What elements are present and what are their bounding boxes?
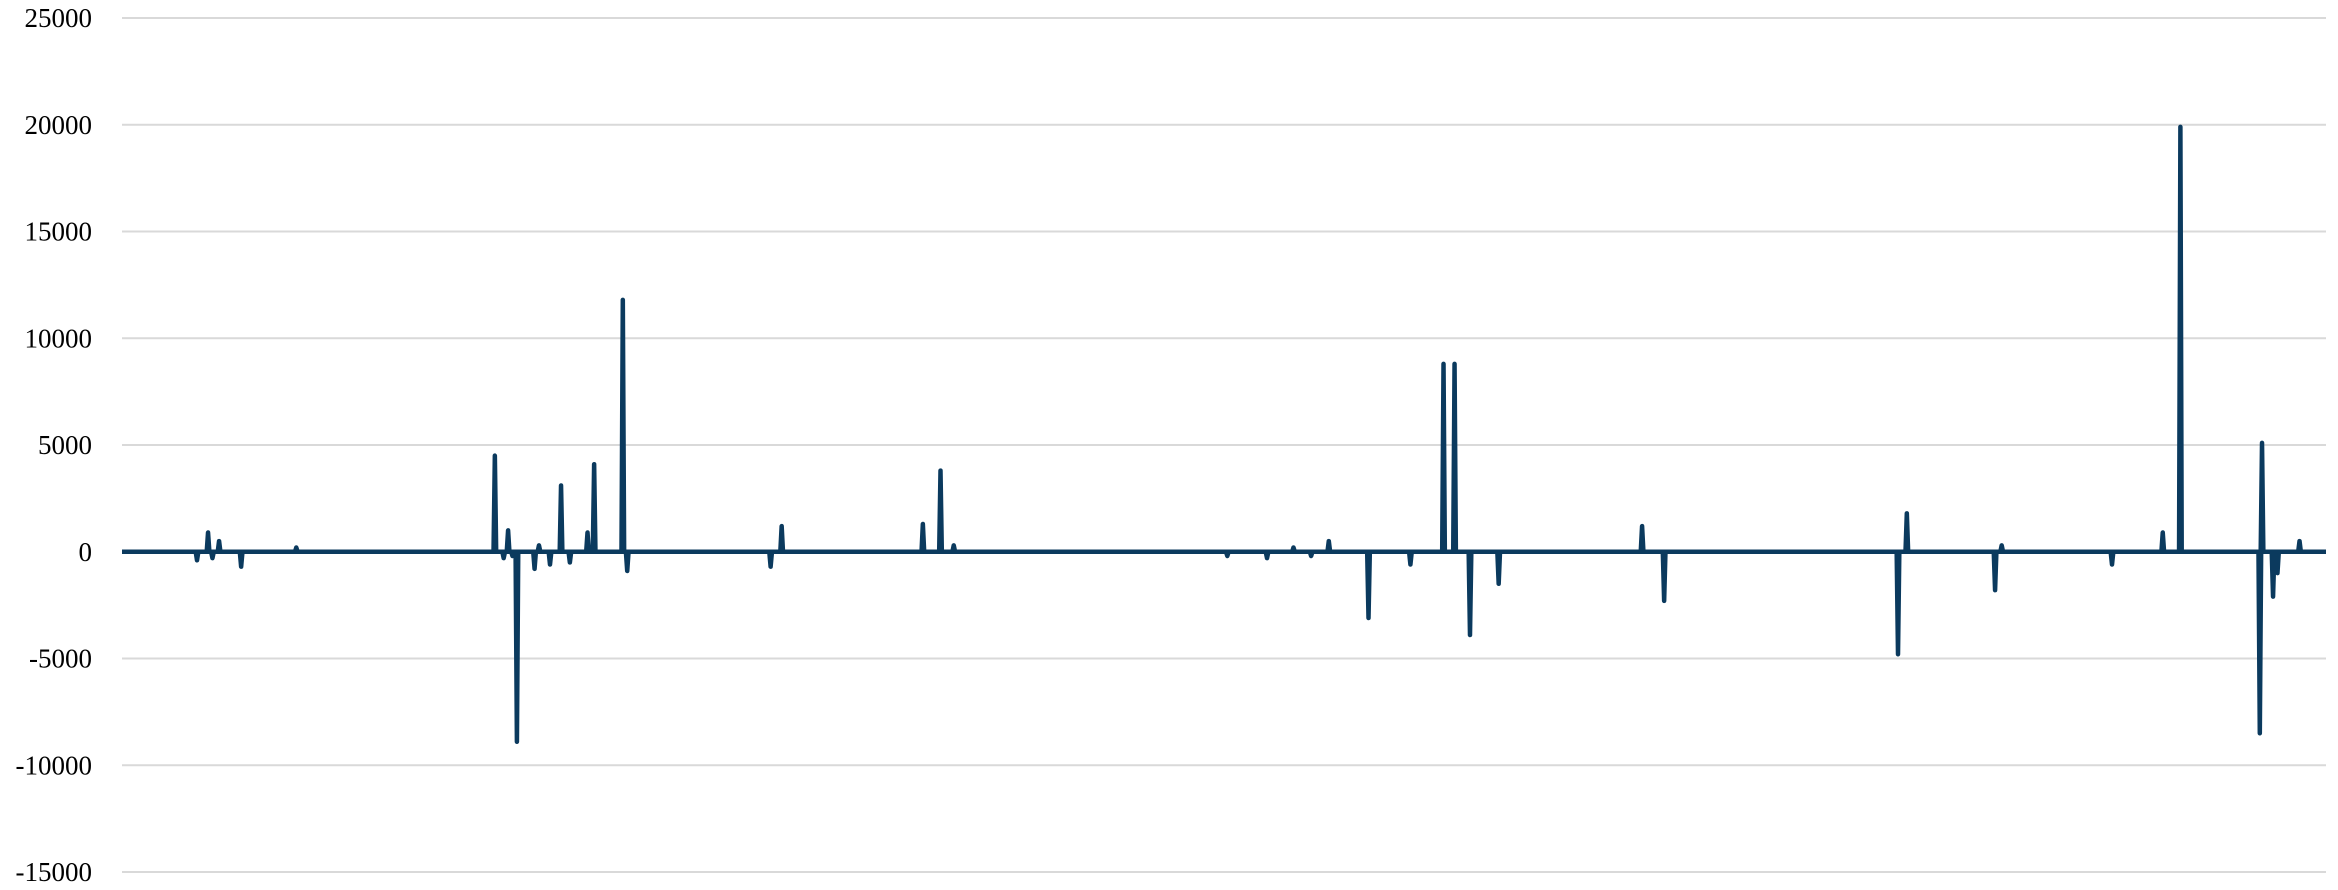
y-tick-label: -15000: [16, 857, 93, 885]
series-line-1: [121, 124, 2327, 745]
series-lines: [121, 124, 2327, 745]
y-tick-label: 10000: [25, 323, 93, 353]
gridlines: [122, 17, 2326, 873]
y-tick-label: 0: [79, 537, 93, 567]
y-axis-tick-labels: 25000 20000 15000 10000 5000 0 -5000 -10000 -150…: [16, 3, 93, 887]
y-tick-label: 25000: [25, 3, 93, 33]
y-tick-label: 15000: [25, 217, 93, 247]
y-tick-label: -5000: [29, 644, 92, 674]
y-tick-label: -10000: [16, 750, 93, 780]
y-tick-label: 5000: [38, 430, 92, 460]
y-tick-label: 20000: [25, 110, 93, 140]
